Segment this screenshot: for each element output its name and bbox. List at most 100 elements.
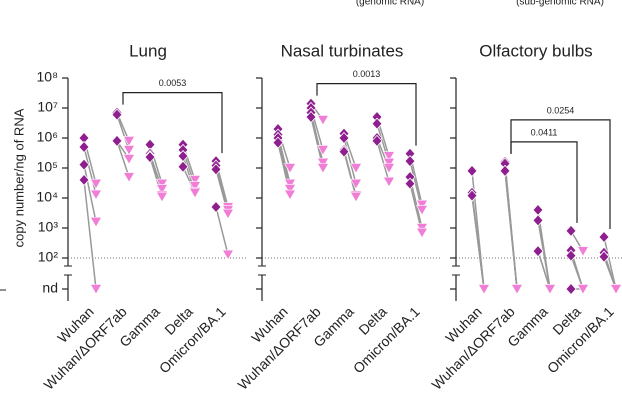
triangle-point — [510, 284, 524, 295]
p-value: 0.0411 — [531, 127, 558, 137]
triangle-point — [382, 176, 396, 188]
diamond-point — [371, 134, 383, 148]
triangle-point — [415, 199, 429, 211]
triangle-point — [89, 189, 103, 201]
significance-bracket — [316, 83, 417, 146]
diamond-point — [532, 244, 544, 258]
diamond-point — [565, 282, 577, 296]
diamond-point — [404, 177, 416, 190]
diamond-point — [177, 160, 189, 173]
y-tick-label: 10⁷ — [37, 99, 58, 115]
diamond-point — [371, 117, 383, 130]
y-axis-label: copy number/ng of RNA — [11, 108, 26, 247]
y-tick-label: 10³ — [38, 219, 59, 235]
triangle-point — [415, 227, 429, 239]
triangle-point — [576, 246, 590, 257]
triangle-point — [349, 163, 363, 174]
pair-line — [83, 179, 97, 290]
triangle-point — [543, 284, 557, 295]
pair-line — [376, 140, 390, 182]
pair-line — [570, 255, 584, 290]
diamond-point — [78, 173, 90, 187]
pair-line — [603, 256, 617, 290]
triangle-point — [316, 157, 330, 169]
y-tick-label: 10² — [38, 249, 59, 265]
pair-line — [215, 206, 229, 255]
triangle-point — [609, 284, 622, 295]
diamond-point — [111, 134, 123, 148]
triangle-point — [283, 163, 297, 174]
significance-bracket — [510, 141, 578, 223]
diamond-point — [338, 131, 350, 145]
triangle-point — [477, 284, 491, 295]
triangle-point — [316, 163, 330, 174]
triangle-point — [155, 178, 169, 190]
triangle-point — [283, 184, 297, 195]
triangle-point — [349, 191, 363, 203]
triangle-point — [349, 178, 363, 190]
pair-line — [83, 146, 97, 195]
diamond-point — [78, 158, 90, 171]
triangle-point — [283, 189, 297, 201]
triangle-point — [382, 163, 396, 174]
legend-label: (sub-genomic RNA) — [516, 0, 604, 8]
diamond-point — [305, 110, 317, 124]
triangle-point — [122, 154, 136, 165]
triangle-point — [155, 191, 169, 203]
triangle-point — [188, 175, 202, 186]
triangle-point — [89, 178, 103, 190]
diamond-point — [272, 136, 284, 149]
triangle-point — [122, 172, 136, 183]
pair-line — [537, 220, 551, 290]
pair-line — [504, 170, 518, 290]
pair-line — [343, 151, 357, 197]
triangle-point — [415, 205, 429, 216]
legend-label: (genomic RNA) — [356, 0, 424, 8]
triangle-point — [188, 181, 202, 192]
y-tick-label: 10⁸ — [37, 69, 59, 85]
diamond-point — [210, 163, 222, 176]
y-tick-label: 10⁴ — [36, 189, 58, 205]
pair-line — [343, 137, 357, 184]
triangle-point — [122, 145, 136, 156]
p-value: 0.0254 — [547, 105, 575, 115]
panel-title: Nasal turbinates — [281, 41, 404, 60]
pair-line — [310, 112, 324, 163]
diamond-point — [598, 250, 610, 263]
y-tick-label: 10⁵ — [37, 159, 58, 175]
triangle-point — [316, 145, 330, 156]
significance-bracket — [510, 119, 611, 230]
triangle-point — [283, 178, 297, 190]
y-tick-label: nd — [42, 280, 58, 296]
panel-title: Lung — [129, 41, 167, 60]
triangle-point — [316, 115, 330, 126]
pair-line — [116, 140, 130, 178]
triangle-point — [89, 284, 103, 295]
pair-line — [603, 236, 617, 290]
diamond-point — [532, 214, 544, 227]
pair-line — [83, 164, 97, 223]
triangle-point — [382, 151, 396, 162]
pair-line — [471, 195, 485, 290]
diamond-point — [466, 189, 478, 202]
panel-title: Olfactory bulbs — [479, 41, 592, 60]
diamond-point — [78, 140, 90, 154]
diamond-point — [598, 230, 610, 244]
triangle-point — [122, 136, 136, 147]
p-value: 0.0053 — [159, 78, 187, 88]
diamond-point — [466, 164, 478, 178]
diamond-point — [338, 145, 350, 158]
triangle-point — [382, 157, 396, 169]
triangle-point — [155, 184, 169, 195]
significance-bracket — [122, 92, 223, 154]
triangle-point — [221, 208, 235, 220]
diamond-point — [210, 200, 222, 214]
diamond-point — [499, 164, 511, 178]
triangle-point — [221, 249, 235, 261]
diamond-point — [404, 154, 416, 168]
y-tick-label: 10⁶ — [37, 129, 58, 145]
pair-line — [537, 250, 551, 290]
p-value: 0.0013 — [353, 69, 381, 79]
